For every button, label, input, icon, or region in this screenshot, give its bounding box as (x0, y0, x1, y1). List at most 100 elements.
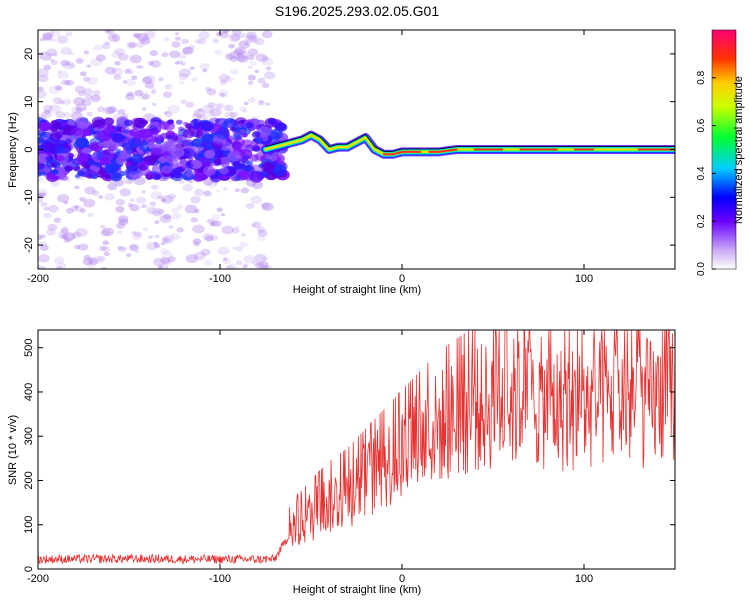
spectrogram-noise-cell (162, 234, 175, 244)
spectrogram-noise-cell (247, 74, 256, 81)
spectrogram-band-cell (38, 137, 45, 144)
spectrogram-band-cell (203, 165, 216, 176)
spectrogram-noise-cell (62, 61, 76, 70)
spectrogram-noise-cell (67, 62, 75, 69)
spectrogram-noise-cell (107, 182, 118, 191)
spectrogram-noise-cell (243, 101, 249, 106)
spectrogram-y-tick-label: -20 (23, 237, 35, 253)
spectrogram-noise-cell (174, 32, 180, 36)
spectrogram-noise-cell (261, 57, 274, 66)
spectrogram-noise-cell (43, 64, 52, 71)
spectrogram-noise-cell (247, 80, 254, 85)
spectrogram-noise-cell (90, 57, 103, 67)
spectrogram-noise-cell (189, 66, 195, 71)
spectrogram-noise-cell (225, 52, 236, 60)
spectrogram-noise-cell (238, 32, 246, 38)
spectrogram-band-cell (239, 128, 246, 134)
spectrogram-noise-cell (251, 223, 257, 227)
spectrogram-band-cell (107, 165, 117, 173)
spectrogram-noise-cell (128, 42, 136, 48)
spectrogram-noise-cell (182, 183, 194, 192)
spectrogram-noise-cell (136, 33, 149, 42)
spectrogram-noise-cell (43, 109, 51, 115)
spectrogram-noise-cell (53, 217, 61, 223)
spectrogram-noise-cell (236, 260, 243, 266)
spectrogram-noise-cell (247, 48, 259, 56)
spectrogram-noise-cell (126, 179, 133, 184)
spectrogram-band-cell (158, 121, 170, 130)
spectrogram-noise-cell (141, 107, 147, 111)
spectrogram-noise-cell (158, 263, 169, 269)
spectrogram-ridge-layer (264, 134, 675, 156)
spectrogram-band-cell (249, 172, 264, 183)
spectrogram-noise-cell (74, 244, 81, 250)
spectrogram-noise-cell (38, 90, 47, 99)
spectrogram-noise-cell (122, 247, 128, 251)
spectrogram-noise-cell (38, 264, 41, 268)
spectrogram-noise-cell (83, 254, 91, 260)
spectrogram-noise-cell (171, 41, 181, 48)
spectrogram-noise-cell (56, 35, 69, 44)
spectrogram-noise-cell (242, 263, 249, 268)
spectrogram-noise-cell (247, 97, 256, 103)
spectrogram-noise-cell (148, 235, 154, 239)
spectrogram-noise-cell (256, 226, 266, 233)
spectrogram-band-cell (123, 119, 133, 127)
spectrogram-noise-cell (42, 32, 54, 40)
spectrogram-noise-cell (63, 200, 69, 205)
spectrogram-band-cell (115, 148, 122, 154)
spectrogram-noise-cell (95, 54, 106, 62)
spectrogram-band-cell (175, 119, 183, 125)
spectrogram-band-cell (255, 137, 263, 143)
spectrogram-x-tick-label: 100 (575, 273, 593, 285)
spectrogram-band-cell (89, 141, 101, 150)
spectrogram-noise-cell (52, 52, 58, 57)
spectrogram-noise-cell (232, 246, 237, 250)
spectrogram-noise-cell (161, 52, 169, 58)
spectrogram-band-cell (204, 149, 216, 159)
spectrogram-noise-cell (38, 265, 47, 269)
spectrogram-noise-cell (168, 225, 174, 230)
spectrogram-noise-cell (257, 100, 265, 106)
spectrogram-band-cell (82, 147, 92, 155)
spectrogram-noise-cell (235, 246, 244, 252)
spectrogram-band-cell (189, 118, 203, 130)
spectrogram-noise-cell (131, 232, 143, 241)
spectrogram-noise-cell (72, 231, 82, 238)
spectrogram-noise-cell (57, 70, 63, 74)
spectrogram-band-cell (51, 169, 59, 175)
spectrogram-noise-cell (88, 257, 99, 265)
spectrogram-band-cell (70, 127, 83, 137)
spectrogram-noise-cell (126, 41, 137, 49)
spectrogram-band-cell (278, 169, 286, 175)
spectrogram-band-cell (164, 155, 173, 163)
spectrogram-band-cell (226, 123, 233, 128)
spectrogram-ridge-peak (428, 148, 458, 153)
spectrogram-noise-cell (224, 104, 234, 112)
spectrogram-band-cell (104, 173, 111, 179)
spectrogram-band-cell (268, 118, 277, 125)
spectrogram-noise-cell (210, 222, 215, 227)
spectrogram-noise-cell (83, 88, 93, 95)
spectrogram-band-cell (158, 156, 167, 164)
spectrogram-noise-cell (57, 230, 69, 239)
spectrogram-noise-cell (104, 193, 115, 201)
spectrogram-noise-cell (55, 111, 66, 119)
spectrogram-y-tick-label: 10 (23, 96, 35, 108)
spectrogram-noise-cell (167, 256, 176, 263)
spectrogram-y-tick-label: 0 (23, 146, 35, 152)
spectrogram-y-ticks: -20 -10 0 10 20 (23, 48, 675, 253)
snr-frame (37, 329, 676, 570)
spectrogram-noise-cell (82, 106, 87, 111)
spectrogram-noise-cell (261, 82, 270, 89)
spectrogram-noise-cell (87, 76, 99, 85)
spectrogram-noise-cell (194, 188, 205, 196)
spectrogram-band-cell (147, 142, 156, 149)
snr-series-line (38, 330, 675, 565)
spectrogram-noise-cell (70, 235, 76, 240)
spectrogram-noise-cell (192, 238, 202, 245)
spectrogram-noise-cell (64, 61, 71, 66)
spectrogram-noise-cell (125, 78, 137, 87)
snr-y-tick-label: 300 (23, 427, 35, 445)
spectrogram-noise-cell (212, 220, 222, 227)
